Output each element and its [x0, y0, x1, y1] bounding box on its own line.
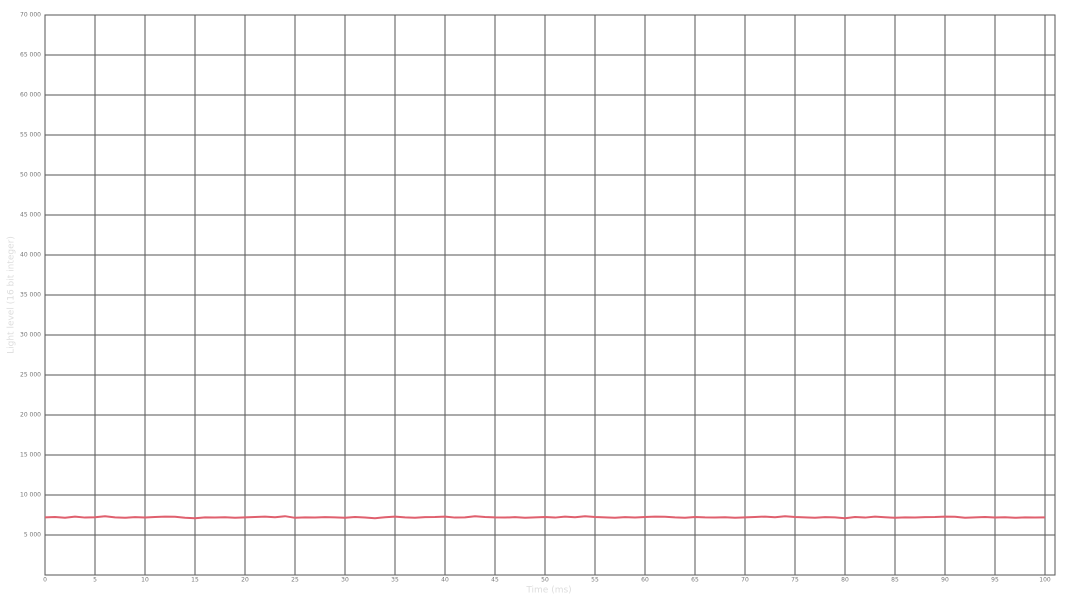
y-tick-label: 5 000 — [24, 532, 41, 539]
y-axis-title: Light level (16 bit integer) — [7, 236, 17, 354]
y-tick-label: 55 000 — [20, 132, 41, 139]
x-tick-label: 0 — [43, 577, 47, 584]
x-tick-label: 35 — [391, 577, 399, 584]
x-tick-label: 90 — [941, 577, 949, 584]
x-tick-label: 20 — [241, 577, 249, 584]
x-tick-label: 55 — [591, 577, 599, 584]
y-tick-label: 15 000 — [20, 452, 41, 459]
data-line — [44, 515, 1046, 520]
x-tick-label: 5 — [93, 577, 97, 584]
y-tick-label: 65 000 — [20, 52, 41, 59]
x-tick-label: 85 — [891, 577, 899, 584]
y-tick-label: 50 000 — [20, 172, 41, 179]
x-tick-label: 80 — [841, 577, 849, 584]
x-tick-label: 50 — [541, 577, 549, 584]
y-tick-label: 70 000 — [20, 12, 41, 19]
y-tick-label: 60 000 — [20, 92, 41, 99]
y-tick-label: 30 000 — [20, 332, 41, 339]
x-tick-label: 65 — [691, 577, 699, 584]
x-tick-label: 95 — [991, 577, 999, 584]
x-tick-label: 30 — [341, 577, 349, 584]
y-tick-label: 40 000 — [20, 252, 41, 259]
x-tick-label: 60 — [641, 577, 649, 584]
x-axis-title: Time (ms) — [525, 586, 571, 596]
x-tick-label: 15 — [191, 577, 199, 584]
x-tick-label: 45 — [491, 577, 499, 584]
x-tick-label: 70 — [741, 577, 749, 584]
x-tick-label: 75 — [791, 577, 799, 584]
y-tick-label: 45 000 — [20, 212, 41, 219]
y-tick-label: 20 000 — [20, 412, 41, 419]
y-tick-label: 35 000 — [20, 292, 41, 299]
y-tick-label: 25 000 — [20, 372, 41, 379]
x-tick-label: 25 — [291, 577, 299, 584]
x-tick-label: 100 — [1039, 577, 1051, 584]
x-tick-label: 10 — [141, 577, 149, 584]
y-tick-label: 10 000 — [20, 492, 41, 499]
x-tick-label: 40 — [441, 577, 449, 584]
